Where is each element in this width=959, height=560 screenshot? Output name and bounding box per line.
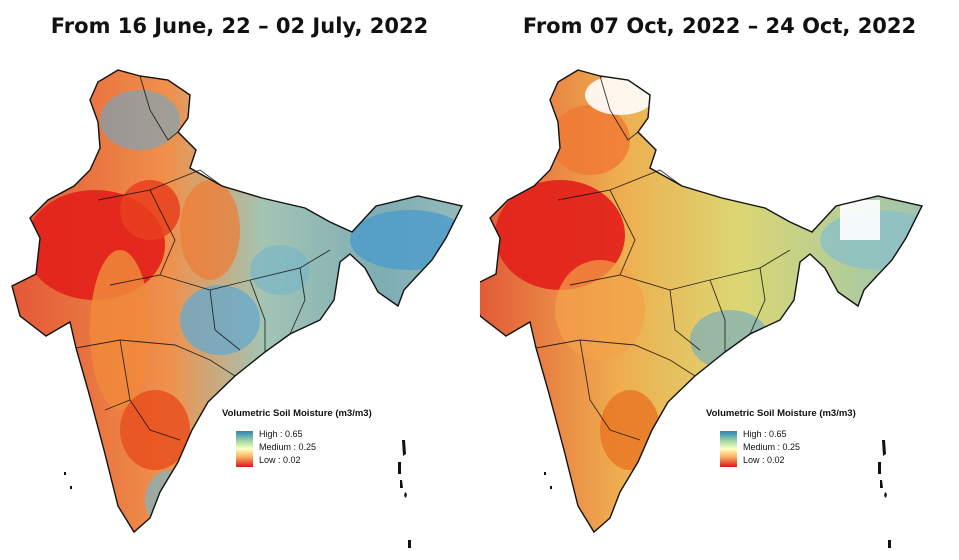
andaman-islands — [544, 440, 891, 548]
legend-right: Volumetric Soil Moisture (m3/m3) High : … — [706, 408, 856, 467]
map-panel-right: From 07 Oct, 2022 – 24 Oct, 2022 — [480, 0, 959, 560]
legend-low-label: Low : 0.02 — [743, 455, 785, 465]
soil-moisture-map-left — [11, 69, 463, 548]
legend-high-label: High : 0.65 — [743, 429, 787, 439]
legend-low-label: Low : 0.02 — [259, 455, 301, 465]
andaman-islands — [64, 440, 411, 548]
panel-title-left: From 16 June, 22 – 02 July, 2022 — [50, 14, 429, 38]
panel-title-right: From 07 Oct, 2022 – 24 Oct, 2022 — [522, 14, 917, 38]
legend-medium-label: Medium : 0.25 — [743, 442, 801, 452]
soil-moisture-map-right — [480, 69, 923, 548]
legend-color-ramp — [236, 431, 253, 467]
legend-title: Volumetric Soil Moisture (m3/m3) — [706, 408, 856, 419]
map-panel-left: From 16 June, 22 – 02 July, 2022 — [0, 0, 479, 560]
legend-medium-label: Medium : 0.25 — [259, 442, 317, 452]
legend-title: Volumetric Soil Moisture (m3/m3) — [222, 408, 372, 419]
legend-color-ramp — [720, 431, 737, 467]
legend-high-label: High : 0.65 — [259, 429, 303, 439]
legend-left: Volumetric Soil Moisture (m3/m3) High : … — [222, 408, 372, 467]
